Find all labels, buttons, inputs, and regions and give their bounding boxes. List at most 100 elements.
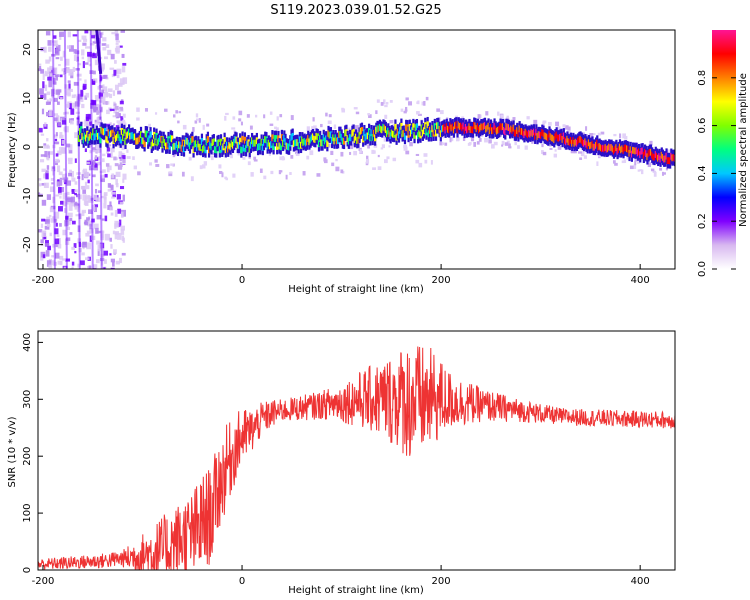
noise-cell xyxy=(112,90,116,96)
ridge-core xyxy=(671,154,674,162)
halo-cell xyxy=(384,159,388,164)
halo-cell xyxy=(439,110,444,115)
noise-cell xyxy=(85,257,90,260)
halo-cell xyxy=(506,140,510,144)
ridge-core xyxy=(276,143,279,150)
spectrogram-axes: -200 0 200 400 -20 -10 0 10 20 xyxy=(22,43,650,286)
ridge-core xyxy=(666,157,669,165)
noise-cell xyxy=(53,141,59,145)
ridge-core xyxy=(335,137,338,145)
noise-cell xyxy=(92,52,95,57)
halo-cell xyxy=(562,124,566,128)
halo-cell xyxy=(94,155,98,160)
noise-cell xyxy=(99,56,103,60)
noise-cell xyxy=(122,155,126,160)
halo-cell xyxy=(416,111,420,115)
ridge-core xyxy=(590,141,593,149)
noise-cell xyxy=(96,147,101,154)
noise-cell xyxy=(87,51,92,57)
halo-cell xyxy=(380,147,384,150)
ridge-core xyxy=(344,129,347,137)
noise-cell xyxy=(96,230,101,234)
noise-cell xyxy=(71,246,75,250)
noise-cell xyxy=(53,35,57,39)
colorbar-label: Normalized spectral amplitude xyxy=(738,73,749,227)
noise-cell xyxy=(41,108,45,115)
halo-cell xyxy=(570,150,575,154)
ridge-core xyxy=(346,135,349,143)
ridge-core xyxy=(231,141,235,149)
ridge-core xyxy=(635,147,638,155)
ridge-core xyxy=(217,139,220,147)
noise-cell xyxy=(71,118,74,122)
ridge-core xyxy=(568,138,571,146)
halo-cell xyxy=(212,151,216,156)
halo-cell xyxy=(573,149,577,154)
noise-cell xyxy=(100,195,105,199)
ridge-core xyxy=(303,137,306,145)
noise-cell xyxy=(94,188,98,194)
halo-cell xyxy=(242,156,246,160)
ridge-core xyxy=(460,122,463,130)
ridge-core xyxy=(489,123,493,131)
ridge-core xyxy=(105,135,108,143)
ridge-core xyxy=(173,142,176,150)
halo-cell xyxy=(456,137,460,142)
ridge-core xyxy=(368,128,371,135)
noise-cell xyxy=(89,30,95,36)
noise-cell xyxy=(66,88,71,96)
noise-cell xyxy=(120,225,126,231)
noise-cell xyxy=(54,138,58,145)
halo-cell xyxy=(194,120,198,124)
ridge-core xyxy=(397,131,401,139)
halo-cell xyxy=(279,130,282,134)
halo-cell xyxy=(122,159,126,164)
halo-cell xyxy=(331,162,335,167)
ridge-core xyxy=(88,133,91,141)
ridge-core xyxy=(469,126,472,133)
halo-cell xyxy=(580,151,585,157)
noise-streak xyxy=(76,30,81,269)
noise-cell xyxy=(94,59,98,66)
ridge-core xyxy=(228,141,231,149)
noise-cell xyxy=(93,194,98,200)
ridge-core xyxy=(451,123,454,131)
noise-cell xyxy=(72,66,75,72)
ridge-core xyxy=(376,125,379,133)
halo-cell xyxy=(497,111,500,116)
noise-cell xyxy=(57,187,62,194)
noise-cell xyxy=(71,177,76,182)
ridge-core xyxy=(102,128,106,136)
noise-cell xyxy=(84,181,88,186)
halo-cell xyxy=(231,127,236,130)
halo-cell xyxy=(404,109,408,112)
ridge-core xyxy=(660,151,663,159)
ridge-core xyxy=(371,133,374,141)
noise-cell xyxy=(86,161,90,164)
noise-cell xyxy=(56,115,60,123)
ridge-core xyxy=(640,147,643,155)
ridge-core xyxy=(390,129,393,137)
ridge-core xyxy=(573,139,576,147)
noise-cell xyxy=(105,44,110,48)
noise-cell xyxy=(71,171,74,178)
halo-cell xyxy=(542,151,547,156)
ridge-core xyxy=(110,130,113,138)
ridge-core xyxy=(271,134,274,142)
ridge-core xyxy=(555,131,558,139)
ridge-core xyxy=(434,129,438,137)
ridge-core xyxy=(206,136,210,143)
noise-cell xyxy=(39,88,44,95)
ridge-core xyxy=(424,122,427,130)
noise-cell xyxy=(100,63,105,70)
ridge-core xyxy=(550,134,553,142)
noise-cell xyxy=(100,260,104,266)
ridge-core xyxy=(422,127,426,135)
noise-cell xyxy=(62,71,66,75)
ridge-core xyxy=(407,130,410,138)
noise-cell xyxy=(115,183,119,188)
noise-cell xyxy=(88,63,92,67)
noise-cell xyxy=(61,173,67,179)
noise-cell xyxy=(109,108,115,111)
